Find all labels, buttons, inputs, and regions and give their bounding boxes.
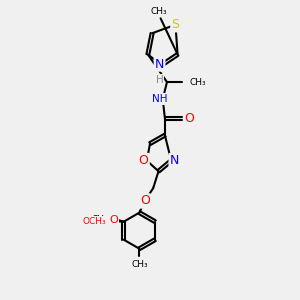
Text: CH₃: CH₃	[151, 7, 167, 16]
Text: NH: NH	[152, 94, 167, 104]
Text: N: N	[170, 154, 179, 167]
Text: O: O	[140, 194, 150, 208]
Text: O: O	[139, 154, 148, 167]
Text: O: O	[184, 112, 194, 125]
Text: H: H	[156, 75, 164, 85]
Text: S: S	[172, 18, 179, 31]
Text: N: N	[155, 58, 164, 70]
Text: CH₃: CH₃	[92, 215, 109, 224]
Text: CH₃: CH₃	[189, 78, 206, 87]
Text: OCH₃: OCH₃	[83, 217, 106, 226]
Text: O: O	[109, 214, 118, 224]
Text: CH₃: CH₃	[131, 260, 148, 269]
